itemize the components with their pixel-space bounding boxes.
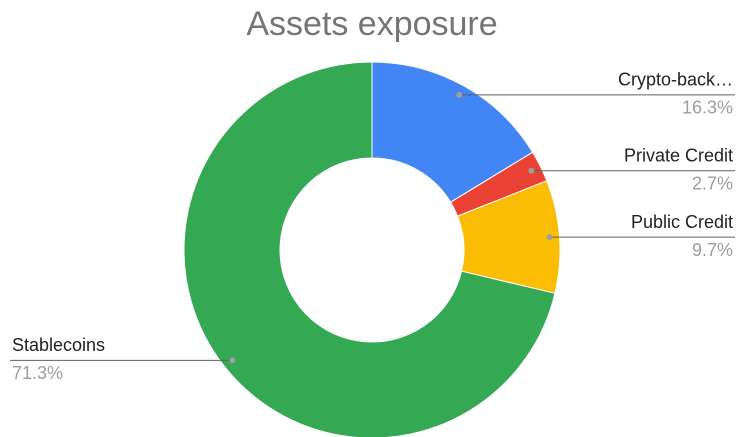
leader-dot — [456, 91, 463, 98]
slice-label: Public Credit — [631, 212, 733, 232]
chart-title: Assets exposure — [246, 5, 497, 43]
slice-label: Private Credit — [624, 145, 733, 165]
leader-dot — [528, 167, 535, 174]
slice-label: Stablecoins — [12, 335, 105, 355]
slice-value-label: 16.3% — [682, 98, 733, 118]
leader-dot — [546, 234, 553, 241]
donut-slice — [371, 61, 534, 203]
slice-value-label: 71.3% — [12, 363, 63, 383]
leader-dot — [229, 357, 236, 364]
slice-value-label: 2.7% — [692, 173, 733, 193]
slice-label: Crypto-back… — [618, 70, 733, 90]
donut-slice — [183, 61, 556, 437]
slice-value-label: 9.7% — [692, 240, 733, 260]
